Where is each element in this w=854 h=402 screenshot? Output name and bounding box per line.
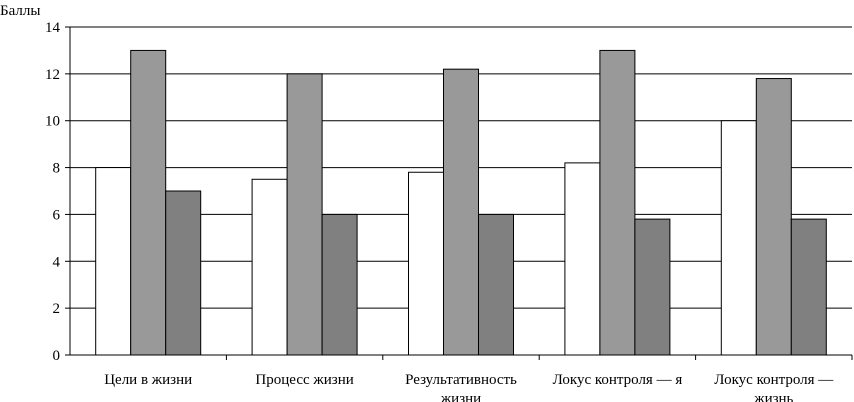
bar [130, 49, 167, 356]
x-tick-label: Результативность [405, 372, 517, 388]
x-tick-label: Локус контроля — [714, 372, 834, 388]
bar [720, 120, 757, 356]
bar [790, 218, 827, 356]
x-tick-label: Процесс жизни [255, 372, 353, 388]
bar [755, 78, 792, 356]
bar [408, 171, 444, 356]
y-tick-label: 2 [53, 301, 61, 317]
bar [286, 73, 323, 356]
bar [443, 68, 479, 356]
y-axis-label: Баллы [0, 3, 40, 19]
bar [321, 213, 358, 356]
y-tick-label: 10 [45, 114, 60, 130]
x-tick-label: Цели в жизни [104, 372, 192, 388]
bar [599, 49, 636, 356]
x-tick-label: жизнь [753, 391, 793, 402]
y-tick-label: 4 [53, 254, 61, 270]
y-tick-label: 14 [45, 20, 61, 36]
x-tick-label: Локус контроля — я [553, 372, 683, 388]
y-tick-label: 12 [45, 67, 60, 83]
x-tick-label: жизни [440, 391, 481, 402]
bar [165, 190, 202, 356]
y-tick-label: 8 [53, 161, 61, 177]
y-tick-label: 6 [53, 207, 61, 223]
bar [634, 218, 671, 356]
bar [95, 167, 132, 356]
bar [478, 213, 514, 356]
bar [251, 178, 288, 356]
y-tick-label: 0 [53, 348, 61, 364]
bar [564, 162, 601, 356]
